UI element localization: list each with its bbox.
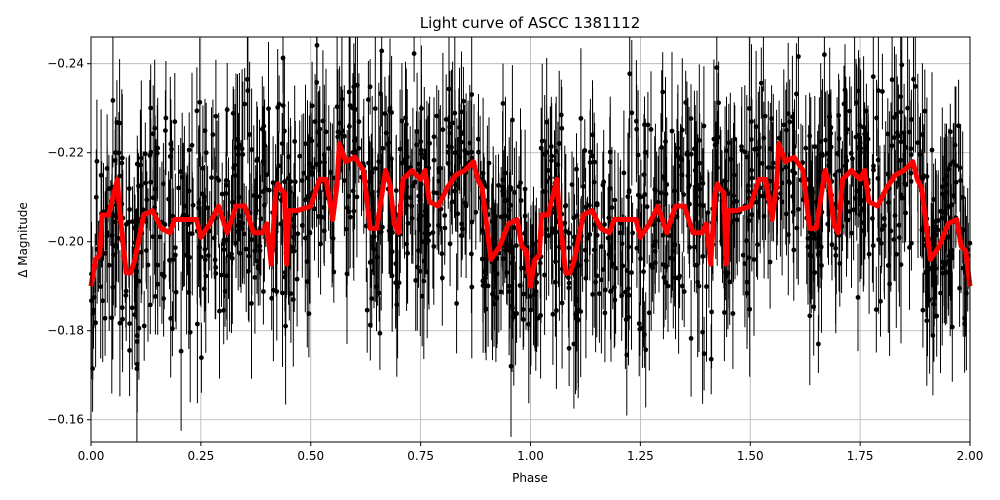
model-curve [88,141,973,289]
x-tick-label: 1.75 [847,449,874,463]
y-tick-label: −0.16 [47,413,84,427]
chart-title: Light curve of ASCC 1381112 [420,14,641,32]
x-tick-label: 1.50 [737,449,764,463]
y-axis-ticks: −0.24 −0.22 −0.20 −0.18 −0.16 [47,57,91,427]
x-tick-label: 0.00 [78,449,105,463]
x-axis-ticks: 0.00 0.25 0.50 0.75 1.00 1.25 1.50 1.75 2.00 [78,442,984,463]
y-axis-label: Δ Magnitude [16,202,30,278]
y-tick-label: −0.24 [47,57,84,71]
x-tick-label: 0.50 [297,449,324,463]
x-tick-label: 0.75 [407,449,434,463]
y-tick-label: −0.20 [47,235,84,249]
x-tick-label: 1.25 [627,449,654,463]
y-tick-label: −0.18 [47,324,84,338]
x-tick-label: 2.00 [957,449,984,463]
y-tick-label: −0.22 [47,146,84,160]
x-tick-label: 0.25 [188,449,215,463]
x-axis-label: Phase [512,471,548,485]
x-tick-label: 1.00 [517,449,544,463]
